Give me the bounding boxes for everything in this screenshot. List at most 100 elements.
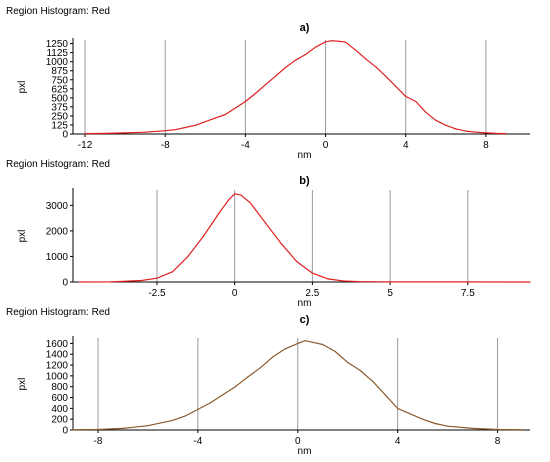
y-axis-label: pxl <box>17 230 28 243</box>
data-point <box>345 41 347 43</box>
x-axis-label: nm <box>298 446 312 457</box>
x-tick-label: 2.5 <box>305 288 319 299</box>
data-point <box>325 41 327 43</box>
data-point <box>144 131 146 133</box>
data-point <box>327 278 329 280</box>
region-histogram-header: Region Histogram: Red <box>6 6 110 17</box>
y-axis-label: pxl <box>17 378 28 391</box>
data-point <box>447 425 449 427</box>
data-point <box>109 281 111 283</box>
data-point <box>294 59 297 61</box>
data-point <box>274 75 276 77</box>
data-point <box>397 407 399 409</box>
x-tick-label: 8 <box>495 436 501 447</box>
data-point <box>451 281 453 283</box>
y-axis-label: pxl <box>17 81 28 94</box>
data-point <box>312 341 314 343</box>
y-tick-label: 750 <box>51 75 68 86</box>
x-tick-label: 5 <box>387 288 393 299</box>
data-point <box>140 279 142 282</box>
data-point <box>339 40 341 43</box>
data-point <box>72 429 74 431</box>
x-tick-label: -4 <box>241 140 250 151</box>
data-point <box>122 427 124 429</box>
data-point <box>203 235 205 237</box>
y-tick-label: 2000 <box>46 226 69 237</box>
data-point <box>227 199 229 201</box>
data-point <box>222 394 224 396</box>
data-point <box>104 132 106 134</box>
data-point <box>156 277 158 279</box>
data-point <box>485 132 487 134</box>
region-histogram-header: Region Histogram: Red <box>6 307 110 318</box>
x-tick-label: 7.5 <box>461 288 475 299</box>
data-point <box>234 386 236 388</box>
data-point <box>194 124 196 126</box>
data-point <box>209 402 211 404</box>
y-tick-label: 400 <box>51 404 68 415</box>
data-point <box>244 100 246 103</box>
y-tick-label: 500 <box>51 93 68 104</box>
data-point <box>296 261 298 263</box>
histogram-series-line <box>84 40 506 135</box>
x-axis-label: nm <box>298 150 312 161</box>
x-tick-label: -8 <box>94 436 103 447</box>
data-point <box>445 124 447 126</box>
data-point <box>280 243 282 245</box>
x-tick-label: 4 <box>395 436 401 447</box>
y-tick-label: 1200 <box>46 361 69 372</box>
x-tick-label: -2.5 <box>148 288 166 299</box>
data-point <box>164 130 166 132</box>
data-point <box>415 100 417 103</box>
chart-panel-1: Region Histogram: Red b) 0 1000 2000 3000 -2.5… <box>6 159 531 309</box>
data-point <box>372 380 374 382</box>
region-histogram-header: Region Histogram: Red <box>6 159 110 170</box>
x-tick-label: 0 <box>232 288 238 299</box>
y-tick-label: 375 <box>51 102 68 113</box>
data-point <box>187 255 189 257</box>
x-tick-label: 0 <box>323 140 329 151</box>
data-point <box>304 53 307 56</box>
data-point <box>358 281 360 283</box>
data-point <box>174 129 176 131</box>
histogram-series-line <box>79 193 531 283</box>
chart-title: b) <box>299 175 310 187</box>
data-point <box>365 58 367 60</box>
y-tick-label: 625 <box>51 84 68 95</box>
data-point <box>422 418 424 420</box>
data-point <box>496 428 499 431</box>
x-tick-label: 0 <box>295 436 301 447</box>
data-point <box>495 132 497 134</box>
data-point <box>334 350 336 353</box>
data-point <box>389 281 391 283</box>
data-point <box>425 111 427 113</box>
data-point <box>247 376 249 378</box>
y-tick-label: 1125 <box>46 48 68 59</box>
data-point <box>124 132 126 134</box>
y-tick-label: 0 <box>62 278 68 289</box>
data-point <box>314 46 317 48</box>
data-point <box>405 95 407 97</box>
data-point <box>347 361 349 363</box>
chart-title: c) <box>300 314 310 326</box>
data-point <box>259 367 261 369</box>
data-point <box>521 429 524 431</box>
y-tick-label: 250 <box>51 111 68 122</box>
data-point <box>465 130 467 132</box>
y-tick-label: 800 <box>51 382 68 393</box>
chart-panel-2: Region Histogram: Redc)02004006008001000… <box>6 307 530 457</box>
data-point <box>284 348 286 350</box>
y-tick-label: 0 <box>62 426 68 437</box>
data-point <box>184 415 186 417</box>
data-point <box>197 408 199 410</box>
data-point <box>409 413 411 415</box>
data-point <box>147 425 149 427</box>
data-point <box>297 342 299 344</box>
data-point <box>311 272 313 274</box>
chart-panel-0: Region Histogram: Reda)01252503755006257… <box>6 6 530 161</box>
data-point <box>265 222 267 224</box>
data-point <box>455 128 457 130</box>
data-point <box>78 281 80 283</box>
data-point <box>171 271 174 273</box>
